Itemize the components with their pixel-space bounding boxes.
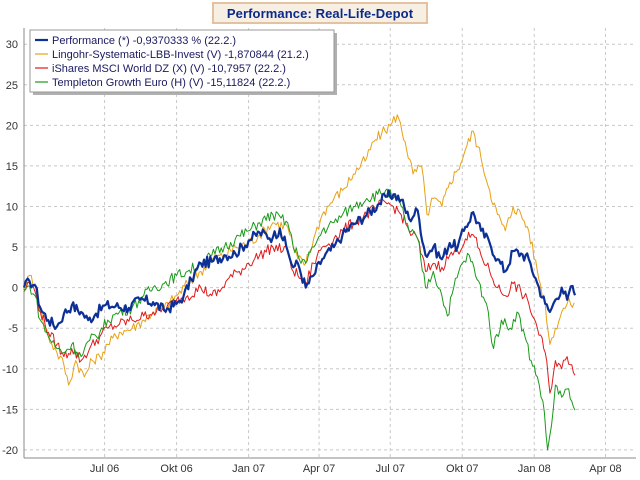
legend-entry: iShares MSCI World DZ (X) (V) -10,7957 (… bbox=[52, 63, 286, 75]
legend: Performance (*) -0,9370333 % (22.2.) Ling… bbox=[29, 29, 337, 95]
x-tick-label: Okt 06 bbox=[160, 463, 192, 475]
series-line bbox=[22, 189, 577, 330]
x-tick-label: Jul 06 bbox=[90, 463, 119, 475]
legend-entry: Lingohr-Systematic-LBB-Invest (V) -1,870… bbox=[52, 49, 309, 61]
series-layer bbox=[22, 114, 577, 451]
x-tick-label: Jan 08 bbox=[518, 463, 551, 475]
legend-box bbox=[29, 29, 335, 93]
y-tick-label: 20 bbox=[6, 120, 18, 132]
series-line bbox=[23, 188, 576, 451]
x-tick-label: Jan 07 bbox=[232, 463, 265, 475]
series-line bbox=[23, 198, 576, 394]
legend-entry: Templeton Growth Euro (H) (V) -15,11824 … bbox=[52, 77, 290, 89]
x-tick-label: Okt 07 bbox=[446, 463, 478, 475]
y-tick-label: -15 bbox=[2, 404, 18, 416]
x-tick-label: Apr 08 bbox=[589, 463, 621, 475]
x-tick-label: Jul 07 bbox=[376, 463, 405, 475]
chart-title-box: Performance: Real-Life-Depot bbox=[212, 2, 428, 24]
y-tick-label: -5 bbox=[8, 323, 18, 335]
y-tick-label: 10 bbox=[6, 201, 18, 213]
y-tick-label: 25 bbox=[6, 80, 18, 92]
y-tick-label: 0 bbox=[12, 283, 18, 295]
x-tick-label: Apr 07 bbox=[303, 463, 335, 475]
y-tick-label: 30 bbox=[6, 39, 18, 51]
y-tick-label: -10 bbox=[2, 364, 18, 376]
y-tick-label: 5 bbox=[12, 242, 18, 254]
y-tick-label: 15 bbox=[6, 161, 18, 173]
chart-title: Performance: Real-Life-Depot bbox=[226, 5, 414, 21]
legend-entry: Performance (*) -0,9370333 % (22.2.) bbox=[52, 35, 236, 47]
axis-layer: 30 25 20 15 10 5 0 -5 -10 -15 -20 Jul 06 Okt 06 Jan 0… bbox=[2, 28, 636, 475]
y-tick-label: -20 bbox=[2, 445, 18, 457]
